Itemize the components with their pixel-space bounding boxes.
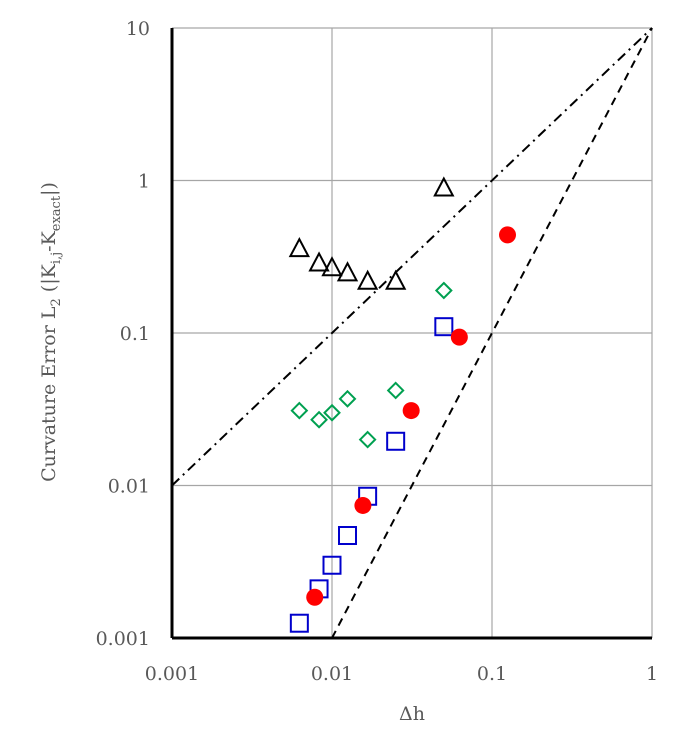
diamond-point: [338, 389, 357, 408]
tick-labels: 0.001 0.01 0.1 1 0.001 0.01 0.1 1 10: [96, 18, 658, 685]
triangle-point: [288, 237, 311, 258]
triangle-point: [321, 256, 343, 277]
y-tick-label: 10: [126, 18, 150, 40]
triangle-point: [433, 176, 455, 197]
y-axis-label-sub-ij: i,j: [49, 252, 64, 264]
y-axis-label-end: |): [38, 182, 60, 196]
circle-point: [306, 588, 324, 606]
y-axis-label-mid: (|K: [38, 263, 60, 298]
reference-line-dash-dot: [171, 27, 653, 487]
x-tick-label: 0.1: [477, 663, 507, 685]
triangle-point: [308, 251, 330, 272]
diamond-point: [310, 410, 328, 429]
circle-point: [450, 328, 468, 346]
x-tick-label: 0.001: [145, 663, 199, 685]
circle-point: [354, 496, 372, 514]
y-axis-label-sub-2: 2: [49, 298, 64, 306]
diamond-point: [386, 381, 405, 400]
diamond-point: [323, 403, 341, 422]
diamond-point: [290, 401, 309, 420]
triangle-point: [356, 269, 379, 290]
square-point: [434, 317, 454, 337]
circle-point: [499, 226, 517, 244]
square-point: [289, 613, 309, 633]
y-tick-label: 1: [138, 171, 150, 193]
y-tick-label: 0.001: [96, 628, 150, 650]
x-tick-label: 1: [646, 663, 658, 685]
triangle-point: [336, 261, 359, 282]
y-tick-label: 0.01: [108, 476, 150, 498]
axes: [170, 28, 652, 640]
y-axis-label-main: Curvature Error L: [38, 306, 60, 482]
y-tick-label: 0.1: [120, 323, 150, 345]
y-axis-label: Curvature Error L2 (|Ki,j-Kexact|): [38, 182, 64, 482]
x-axis-label: Δh: [399, 703, 425, 725]
x-tick-label: 0.01: [311, 663, 353, 685]
diamond-point: [434, 281, 453, 300]
square-point: [338, 526, 358, 546]
square-point: [322, 555, 342, 575]
data-points: [288, 176, 517, 633]
reference-lines: [171, 27, 653, 639]
y-axis-label-dash: -K: [38, 230, 60, 251]
reference-line-dashed: [331, 27, 653, 639]
y-axis-label-sub-exact: exact: [49, 195, 64, 231]
diamond-point: [358, 430, 377, 449]
square-point: [386, 431, 406, 451]
triangle-point: [385, 269, 407, 290]
circle-point: [402, 402, 420, 420]
